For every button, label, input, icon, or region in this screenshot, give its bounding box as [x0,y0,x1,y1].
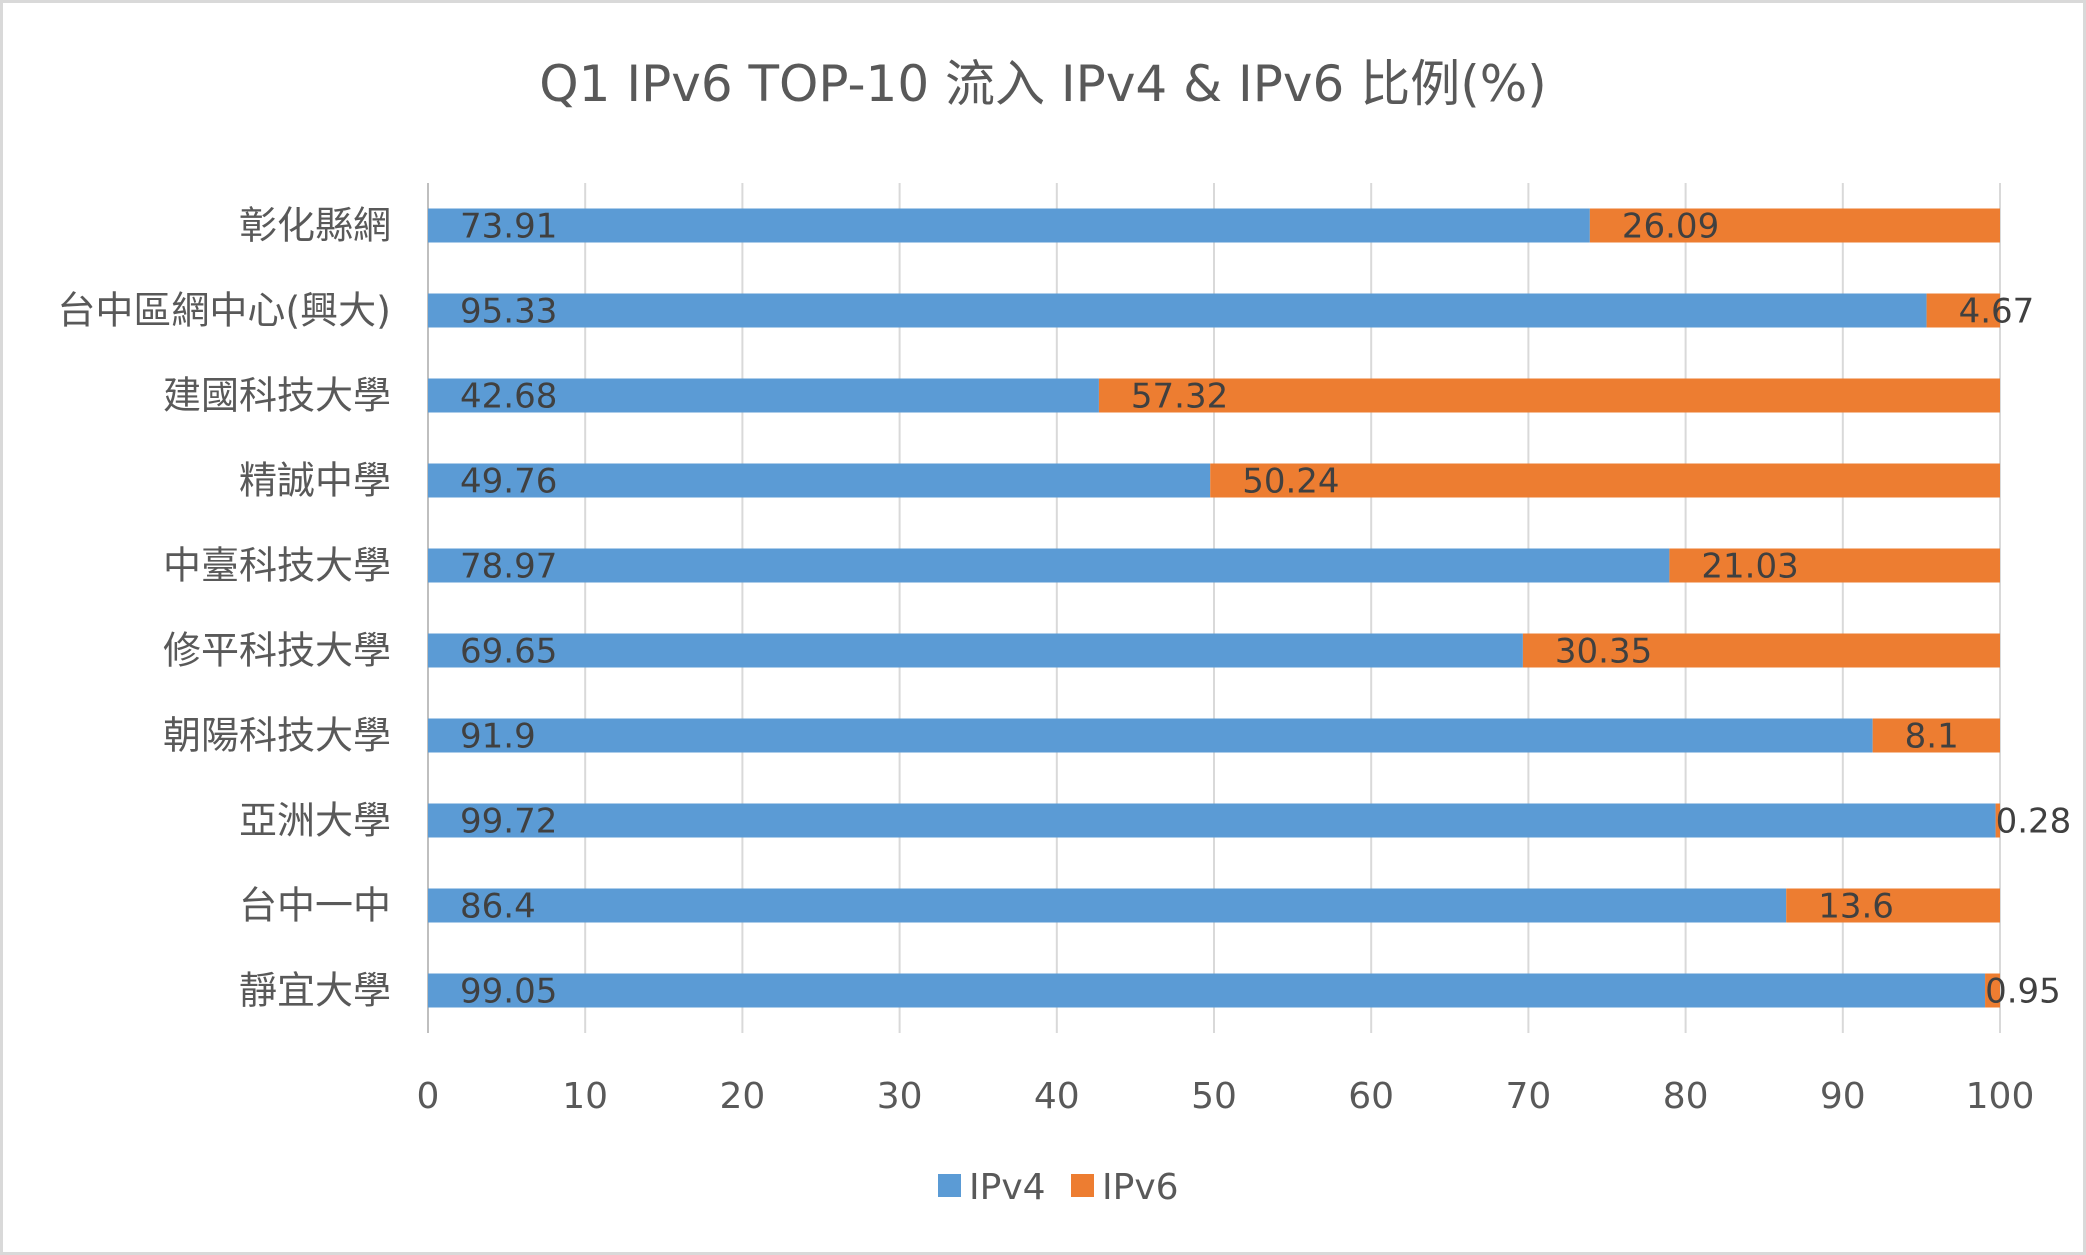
value-axis: 0 10 20 30 40 50 60 70 80 90 100 [417,1076,2035,1117]
data-label-ipv4: 99.72 [460,802,557,842]
bar-ipv4-segment [428,973,1986,1008]
bar-ipv6-segment [1098,378,2000,413]
bar-ipv6-segment [1786,888,2000,923]
x-tick-label: 90 [1820,1076,1866,1117]
category-label: 彰化縣網 [239,204,391,248]
bar-ipv4-segment [428,888,1787,923]
category-label: 中臺科技大學 [163,544,391,588]
category-label: 朝陽科技大學 [163,714,391,758]
stacked-bar-chart: Q1 IPv6 TOP-10 流入 IPv4 & IPv6 比例(%) 73.9… [57,55,2071,1208]
bar-ipv6-segment [1522,633,2000,668]
bar-ipv6-segment [1210,463,2000,498]
x-tick-label: 70 [1505,1076,1551,1117]
data-label-ipv4: 69.65 [460,632,557,672]
x-tick-label: 10 [562,1076,608,1117]
bar-ipv4-segment [428,803,1996,838]
legend[interactable]: IPv4 IPv6 [938,1167,1179,1208]
data-label-ipv4: 42.68 [460,377,557,417]
data-label-ipv4: 99.05 [460,972,557,1012]
bar-ipv6-segment [1985,973,2000,1008]
bar-ipv6-segment [1589,208,2000,243]
x-tick-label: 30 [877,1076,923,1117]
data-label-ipv6: 21.03 [1701,547,1798,587]
data-label-ipv4: 73.91 [460,207,557,247]
bar-ipv6-segment [1926,293,2000,328]
category-label: 精誠中學 [239,459,391,503]
legend-swatch-ipv6[interactable] [1071,1174,1094,1197]
bars [428,208,2000,1008]
chart-title: Q1 IPv6 TOP-10 流入 IPv4 & IPv6 比例(%) [539,55,1546,113]
bar-ipv6-segment [1872,718,2000,753]
data-label-ipv6: 0.28 [1996,802,2072,842]
bar-ipv6-segment [1669,548,2000,583]
category-label: 台中區網中心(興大) [57,289,391,333]
data-label-ipv6: 57.32 [1131,377,1228,417]
data-label-ipv4: 49.76 [460,462,557,502]
data-label-ipv6: 26.09 [1622,207,1719,247]
bar-ipv6-segment [1995,803,2000,838]
data-label-ipv4: 78.97 [460,547,557,587]
legend-swatch-ipv4[interactable] [938,1174,961,1197]
bar-ipv4-segment [428,548,1670,583]
category-label: 靜宜大學 [239,969,391,1013]
category-label: 建國科技大學 [163,374,391,418]
x-tick-label: 40 [1034,1076,1080,1117]
category-label: 修平科技大學 [163,629,391,673]
legend-label-ipv6[interactable]: IPv6 [1102,1167,1179,1208]
x-tick-label: 50 [1191,1076,1237,1117]
legend-label-ipv4[interactable]: IPv4 [969,1167,1046,1208]
data-label-ipv6: 8.1 [1905,717,1959,757]
bar-ipv4-segment [428,463,1211,498]
data-label-ipv6: 0.95 [1985,972,2061,1012]
data-label-ipv4: 95.33 [460,292,557,332]
data-label-ipv4: 91.9 [460,717,536,757]
bar-ipv4-segment [428,718,1873,753]
data-label-ipv6: 50.24 [1242,462,1339,502]
bar-ipv4-segment [428,293,1927,328]
data-label-ipv4: 86.4 [460,887,536,927]
x-tick-label: 20 [719,1076,765,1117]
bar-ipv4-segment [428,378,1099,413]
data-label-ipv6: 13.6 [1818,887,1894,927]
x-tick-label: 0 [417,1076,440,1117]
bar-ipv4-segment [428,633,1523,668]
data-label-ipv6: 30.35 [1555,632,1652,672]
x-tick-label: 80 [1663,1076,1709,1117]
category-label: 亞洲大學 [239,799,391,843]
data-labels: 73.91 26.09 95.33 4.67 42.68 57.32 49.76 50.24 7… [460,207,2071,1012]
data-label-ipv6: 4.67 [1959,292,2035,332]
x-tick-label: 100 [1966,1076,2035,1117]
category-label: 台中一中 [239,884,391,928]
x-tick-label: 60 [1348,1076,1394,1117]
bar-ipv4-segment [428,208,1590,243]
